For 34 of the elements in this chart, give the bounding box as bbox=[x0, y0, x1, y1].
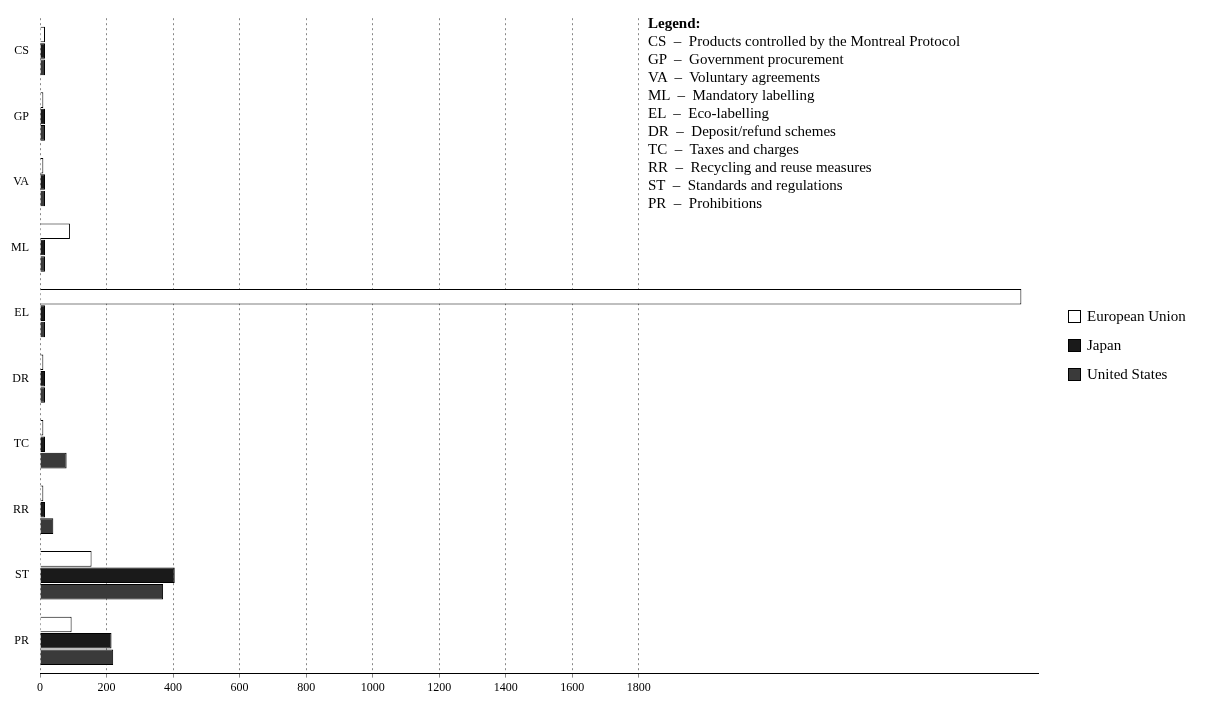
y-tick-label: ST bbox=[14, 567, 30, 582]
annotation: CS – Products controlled by the Montreal Protocol bbox=[648, 32, 961, 50]
text: European Union bbox=[1087, 308, 1186, 325]
y-tick-label: ML bbox=[11, 239, 29, 254]
annotation: VA – Voluntary agreements bbox=[648, 68, 822, 86]
annotation: ML – Mandatory labelling bbox=[648, 86, 816, 104]
annotation: Legend: bbox=[648, 14, 702, 32]
y-tick-label: PR bbox=[14, 632, 29, 647]
y-tick-label: GP bbox=[13, 108, 30, 123]
x-tick-label: 800 bbox=[297, 679, 316, 694]
x-tick-label: 1800 bbox=[626, 679, 651, 694]
x-tick-label: 0 bbox=[37, 679, 43, 694]
x-tick-label: 1200 bbox=[427, 679, 452, 694]
y-tick-label: DR bbox=[12, 370, 29, 385]
x-tick-label: 600 bbox=[230, 679, 249, 694]
annotation: EL – Eco-labelling bbox=[648, 104, 771, 122]
annotation: RR – Recycling and reuse measures bbox=[648, 158, 873, 176]
y-tick-label: CS bbox=[14, 43, 29, 58]
annotation: GP – Government procurement bbox=[648, 50, 845, 68]
legend-label: Japan bbox=[1087, 337, 1122, 354]
x-tick-label: 1400 bbox=[493, 679, 518, 694]
legend-label: United States bbox=[1087, 366, 1168, 383]
annotation: PR – Prohibitions bbox=[648, 194, 764, 212]
y-tick-label: EL bbox=[14, 305, 29, 320]
x-tick-label: 1000 bbox=[360, 679, 385, 694]
annotation: ST – Standards and regulations bbox=[648, 176, 844, 194]
x-tick-label: 200 bbox=[97, 679, 116, 694]
annotation: DR – Deposit/refund schemes bbox=[648, 122, 837, 140]
x-tick-label: 400 bbox=[164, 679, 183, 694]
x-tick-label: 1600 bbox=[560, 679, 585, 694]
y-tick-label: VA bbox=[13, 174, 30, 189]
y-tick-label: RR bbox=[12, 501, 29, 516]
y-tick-label: TC bbox=[13, 436, 29, 451]
annotation: TC – Taxes and charges bbox=[648, 140, 800, 158]
